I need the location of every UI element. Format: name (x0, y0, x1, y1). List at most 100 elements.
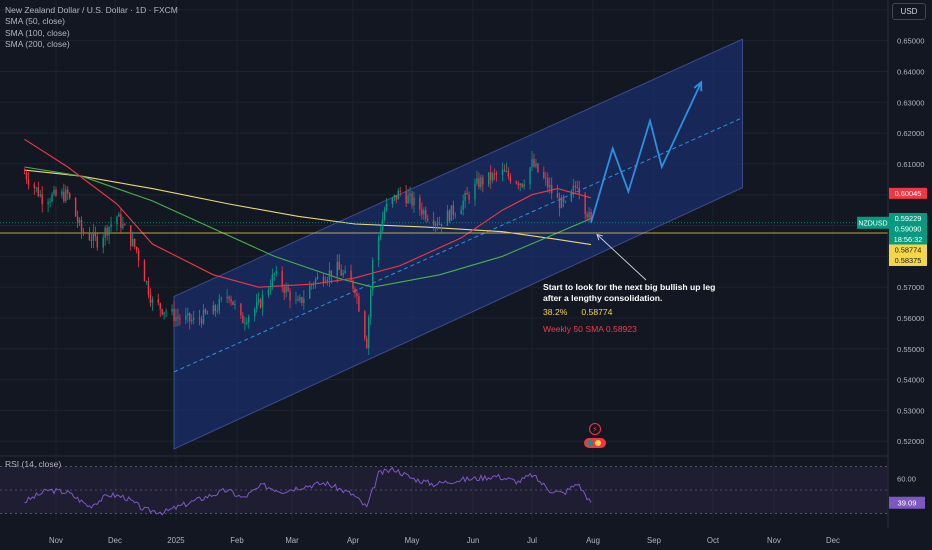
x-tick-label: Aug (586, 536, 600, 545)
candle-body (120, 214, 122, 228)
candle-body (586, 213, 588, 218)
candle (468, 191, 470, 204)
candle-body (405, 191, 407, 204)
candle-body (311, 284, 313, 286)
candle-body (322, 276, 325, 283)
candle (90, 233, 93, 249)
candle (173, 301, 175, 327)
annotation-arrow (596, 234, 647, 281)
candle-body (90, 239, 93, 241)
candle-body (285, 286, 287, 293)
projection-line (590, 81, 703, 224)
candle-body (161, 309, 163, 315)
candle-body (533, 159, 535, 167)
candle-body (185, 315, 187, 320)
candle (74, 197, 77, 217)
candle-body (385, 203, 388, 211)
sma100-legend[interactable]: SMA (100, close) (5, 27, 70, 38)
candle (63, 183, 65, 204)
candle (165, 308, 167, 318)
candle (214, 303, 217, 317)
candle (448, 209, 451, 224)
candle (314, 277, 317, 289)
rsi-legend[interactable]: RSI (14, close) (5, 459, 62, 469)
sma200-legend[interactable]: SMA (200, close) (5, 38, 70, 49)
event-dot-green (587, 440, 593, 446)
candle-body (413, 197, 415, 206)
sma50-legend[interactable]: SMA (50, close) (5, 16, 65, 27)
x-tick-label: 2025 (167, 536, 185, 545)
candle (436, 217, 439, 231)
candle-body (330, 270, 333, 277)
sma200-line (24, 169, 592, 246)
candle (133, 238, 136, 250)
candle (88, 227, 91, 242)
candle-body (295, 299, 297, 301)
candle-body (421, 209, 423, 215)
candle (130, 225, 132, 251)
candle-body (163, 312, 165, 315)
candle-body (550, 185, 553, 194)
candle (216, 304, 218, 314)
candle (409, 186, 411, 204)
candle-body (419, 197, 421, 210)
channel-midline (173, 117, 743, 373)
candle (350, 264, 352, 281)
candle-body (370, 289, 372, 318)
candle (379, 225, 382, 241)
candle (509, 173, 512, 184)
candle-body (423, 210, 425, 215)
sma50-line (24, 138, 592, 288)
candle-body (377, 236, 380, 261)
candle (124, 222, 126, 226)
currency-button[interactable]: USD (892, 3, 926, 20)
candle-body (273, 273, 276, 275)
candle (377, 234, 380, 267)
candle (462, 194, 464, 216)
candle (200, 315, 203, 328)
candle-body (165, 311, 167, 313)
candle (297, 295, 299, 302)
candle (49, 197, 51, 208)
candle-body (436, 223, 439, 225)
candle-body (572, 185, 575, 191)
candle (33, 182, 36, 195)
candle (391, 196, 394, 208)
candle (309, 280, 311, 299)
candle-body (521, 183, 523, 187)
candle-body (192, 317, 195, 320)
candle (488, 172, 490, 188)
candle (275, 265, 277, 277)
candle (340, 264, 342, 276)
candle-body (234, 303, 236, 305)
candle-body (397, 190, 399, 200)
chart-title[interactable]: New Zealand Dollar / U.S. Dollar · 1D · … (5, 5, 178, 15)
candle-body (94, 232, 97, 237)
candle-body (368, 317, 370, 348)
candle (517, 180, 519, 190)
candle-body (342, 273, 344, 276)
candle (338, 253, 340, 270)
candle-body (488, 172, 490, 185)
candle-body (206, 313, 209, 315)
candle (454, 212, 457, 219)
candle (427, 214, 429, 223)
candle (515, 180, 517, 185)
candle-body (350, 270, 352, 281)
candle (147, 277, 150, 299)
candle (204, 308, 207, 315)
candle-body (53, 189, 55, 195)
candle (490, 165, 492, 189)
candle-body (340, 269, 342, 276)
candle (159, 302, 161, 317)
candle-body (478, 178, 480, 187)
candle (476, 170, 478, 186)
candle (550, 177, 553, 200)
candle-body (189, 313, 191, 322)
candle-body (230, 299, 232, 302)
candle (177, 308, 179, 327)
x-tick-label: Dec (108, 536, 122, 545)
candle (161, 308, 163, 316)
time-axis[interactable]: Nov Dec 2025 Feb Mar Apr May Jun Jul Aug Sep Oct Nov… (49, 536, 840, 545)
